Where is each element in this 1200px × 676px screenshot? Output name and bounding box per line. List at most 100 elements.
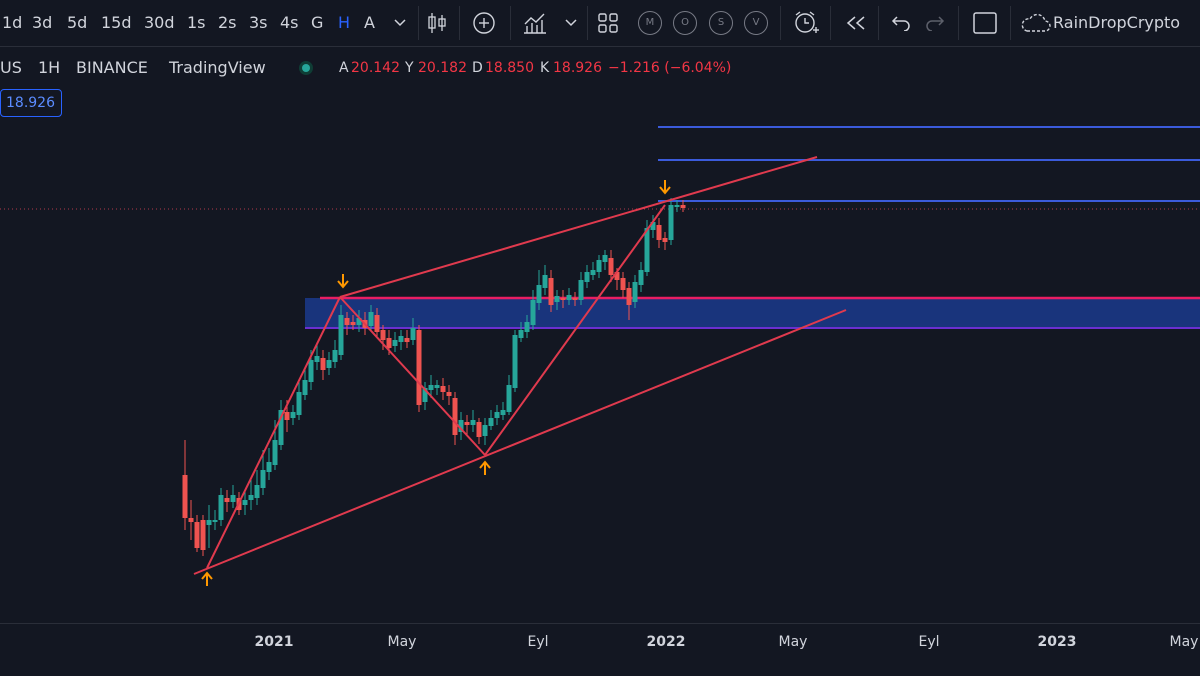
trendline <box>193 309 847 575</box>
alert-clock-icon[interactable] <box>790 0 822 46</box>
interval-G[interactable]: G <box>311 13 324 32</box>
account-name[interactable]: RainDropCrypto <box>1053 13 1181 32</box>
candle-body <box>506 385 512 412</box>
legend-low-label: D <box>472 60 483 76</box>
interval-15d[interactable]: 15d <box>101 13 132 32</box>
candle-body <box>518 330 524 338</box>
interval-4s[interactable]: 4s <box>280 13 299 32</box>
candle-body <box>500 410 506 415</box>
interval-5d[interactable]: 5d <box>67 13 88 32</box>
candle-body <box>680 205 686 208</box>
candle-body <box>344 318 350 325</box>
candle-body <box>404 338 410 342</box>
candle-body <box>458 420 464 432</box>
candle-body <box>188 518 194 522</box>
candle-body <box>674 205 680 207</box>
candles-icon[interactable] <box>424 0 450 46</box>
chevron-down-icon[interactable] <box>561 0 581 46</box>
legend-change: −1.216 (−6.04%) <box>608 60 732 76</box>
candle-body <box>320 358 326 370</box>
candle-body <box>584 272 590 282</box>
interval-3s[interactable]: 3s <box>249 13 268 32</box>
circle-button-s[interactable]: S <box>709 11 733 35</box>
time-tick: May <box>387 634 417 650</box>
candle-body <box>524 322 530 332</box>
candle-body <box>422 388 428 402</box>
redo-icon[interactable] <box>922 0 948 46</box>
candle-body <box>632 282 638 302</box>
candle-body <box>650 222 656 230</box>
candle-body <box>554 296 560 302</box>
interval-3d[interactable]: 3d <box>32 13 53 32</box>
candle-body <box>542 275 548 288</box>
indicators-icon[interactable] <box>520 0 550 46</box>
candle-body <box>662 238 668 242</box>
interval-1d[interactable]: 1d <box>2 13 23 32</box>
candle-body <box>374 315 380 332</box>
arrow-up-icon <box>201 571 213 586</box>
candle-body <box>446 392 452 396</box>
candle-body <box>470 420 476 425</box>
top-toolbar: 1d 3d 5d 15d 30d 1s 2s 3s 4s G H A <box>0 0 1200 47</box>
candle-body <box>494 412 500 418</box>
chevron-down-icon[interactable] <box>390 0 410 46</box>
candle-body <box>410 328 416 340</box>
candle-body <box>548 278 554 305</box>
fullscreen-icon[interactable] <box>970 0 1000 46</box>
price-chart[interactable] <box>0 46 1200 623</box>
time-tick: 2021 <box>254 634 294 650</box>
candle-body <box>242 500 248 505</box>
candle-body <box>248 495 254 500</box>
candle-body <box>488 418 494 426</box>
candle-body <box>476 422 482 437</box>
legend-exchange: BINANCE <box>76 58 148 77</box>
legend-high: 20.182 <box>418 60 467 76</box>
candle-body <box>332 350 338 362</box>
time-axis[interactable]: 2021 May Eyl 2022 May Eyl 2023 May <box>0 623 1200 676</box>
legend-close-label: K <box>540 60 550 76</box>
candle-body <box>482 425 488 436</box>
interval-1s[interactable]: 1s <box>187 13 206 32</box>
candle-body <box>296 392 302 415</box>
interval-30d[interactable]: 30d <box>144 13 175 32</box>
candle-body <box>536 285 542 303</box>
symbol-name[interactable]: US <box>0 58 22 77</box>
candle-body <box>626 288 632 305</box>
candle-body <box>326 360 332 368</box>
trendline <box>339 156 818 298</box>
candle-body <box>668 205 674 240</box>
undo-icon[interactable] <box>888 0 914 46</box>
candle-body <box>356 318 362 325</box>
candle-body <box>194 522 200 548</box>
candle-body <box>512 335 518 388</box>
legend-open: 20.142 <box>351 60 400 76</box>
cloud-icon[interactable] <box>1018 0 1052 46</box>
legend-interval: 1H <box>38 58 61 77</box>
candle-body <box>398 336 404 342</box>
candle-body <box>230 495 236 502</box>
candle-body <box>350 322 356 325</box>
add-indicator-icon[interactable] <box>469 0 499 46</box>
circle-button-v[interactable]: V <box>744 11 768 35</box>
circle-button-o[interactable]: O <box>673 11 697 35</box>
layout-grid-icon[interactable] <box>595 0 621 46</box>
candle-body <box>614 272 620 280</box>
replay-icon[interactable] <box>842 0 870 46</box>
legend-platform: TradingView <box>169 58 266 77</box>
candle-body <box>590 270 596 275</box>
candle-body <box>638 270 644 285</box>
interval-2s[interactable]: 2s <box>218 13 237 32</box>
candle-body <box>608 258 614 275</box>
candle-body <box>308 360 314 382</box>
candle-body <box>284 412 290 420</box>
candle-body <box>596 260 602 272</box>
trendline <box>206 296 341 569</box>
circle-button-m[interactable]: M <box>638 11 662 35</box>
candle-body <box>416 330 422 405</box>
legend-open-label: A <box>339 60 349 76</box>
interval-A[interactable]: A <box>364 13 375 32</box>
candle-body <box>560 298 566 300</box>
candle-body <box>392 340 398 346</box>
interval-H[interactable]: H <box>338 13 351 32</box>
candle-body <box>254 485 260 498</box>
